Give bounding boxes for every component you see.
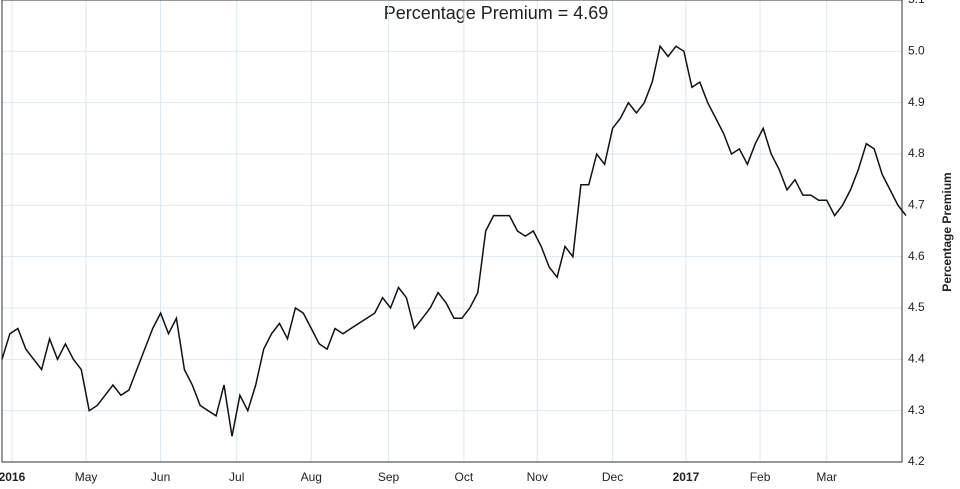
x-tick-label: Jun	[151, 470, 170, 484]
chart-title: Percentage Premium = 4.69	[384, 3, 609, 23]
x-tick-label: 2017	[673, 470, 700, 484]
y-tick-label: 4.6	[908, 249, 925, 263]
x-tick-label: Dec	[602, 470, 623, 484]
x-tick-label: May	[75, 470, 98, 484]
y-tick-label: 4.9	[908, 95, 925, 109]
x-tick-label: Aug	[301, 470, 322, 484]
x-tick-label: Mar	[816, 470, 837, 484]
y-tick-label: 4.7	[908, 198, 925, 212]
y-tick-label: 4.8	[908, 146, 925, 160]
x-tick-label: Oct	[455, 470, 474, 484]
y-tick-label: 4.3	[908, 403, 925, 417]
y-tick-label: 4.5	[908, 300, 925, 314]
x-tick-label: Jul	[229, 470, 244, 484]
x-tick-label: Sep	[378, 470, 400, 484]
y-axis-label: Percentage Premium	[940, 172, 954, 291]
y-tick-label: 4.2	[908, 454, 925, 468]
x-tick-label: Feb	[750, 470, 771, 484]
price-line	[1, 44, 907, 437]
y-tick-label: 5.1	[908, 0, 925, 6]
y-tick-label: 5.0	[908, 44, 925, 58]
x-tick-label: 2016	[0, 470, 26, 484]
plot-frame	[1, 0, 903, 463]
x-tick-label: Nov	[527, 470, 548, 484]
y-tick-label: 4.4	[908, 352, 925, 366]
